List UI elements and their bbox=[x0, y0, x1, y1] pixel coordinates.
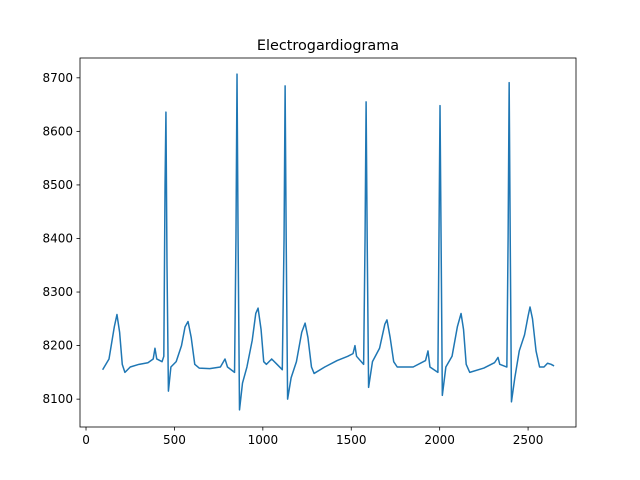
y-tick-label: 8700 bbox=[42, 71, 73, 85]
x-tick-label: 500 bbox=[163, 433, 186, 447]
y-tick-label: 8600 bbox=[42, 124, 73, 138]
x-tick-label: 2000 bbox=[424, 433, 455, 447]
line-series bbox=[101, 73, 555, 411]
x-tick-label: 1000 bbox=[248, 433, 279, 447]
x-tick-label: 2500 bbox=[513, 433, 544, 447]
y-tick-label: 8300 bbox=[42, 285, 73, 299]
x-tick-label: 1500 bbox=[336, 433, 367, 447]
chart-title: Electrogardiograma bbox=[257, 38, 399, 54]
y-tick-label: 8200 bbox=[42, 339, 73, 353]
x-tick-label: 0 bbox=[82, 433, 90, 447]
y-tick-label: 8400 bbox=[42, 231, 73, 245]
y-tick-label: 8500 bbox=[42, 178, 73, 192]
plot-frame bbox=[79, 57, 577, 428]
y-tick-label: 8100 bbox=[42, 392, 73, 406]
